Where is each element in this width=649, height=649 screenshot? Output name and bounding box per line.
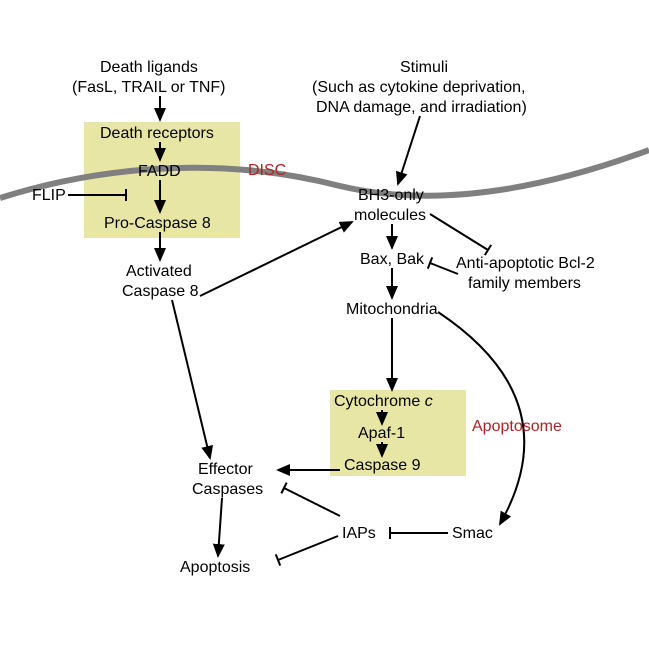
node-smac: Smac bbox=[452, 524, 493, 544]
node-bh3-2: molecules bbox=[354, 206, 426, 226]
node-iaps: IAPs bbox=[342, 524, 376, 544]
node-activated-caspase8-2: Caspase 8 bbox=[122, 282, 199, 302]
label-apoptosome: Apoptosome bbox=[472, 418, 562, 436]
node-bax-bak: Bax, Bak bbox=[360, 250, 424, 270]
node-stimuli-2: (Such as cytokine deprivation, bbox=[312, 78, 525, 98]
node-effector-1: Effector bbox=[198, 460, 253, 480]
label-disc: DISC bbox=[248, 162, 286, 180]
node-activated-caspase8-1: Activated bbox=[126, 262, 192, 282]
node-flip: FLIP bbox=[32, 186, 66, 206]
node-stimuli-3: DNA damage, and irradiation) bbox=[316, 98, 527, 118]
node-apaf1: Apaf-1 bbox=[358, 424, 405, 444]
node-bh3-1: BH3-only bbox=[358, 186, 424, 206]
node-fadd: FADD bbox=[138, 162, 181, 182]
node-apoptosis: Apoptosis bbox=[180, 558, 250, 578]
node-pro-caspase8: Pro-Caspase 8 bbox=[104, 214, 211, 234]
node-anti-bcl2-2: family members bbox=[468, 274, 581, 294]
membrane-curve bbox=[0, 150, 649, 198]
node-stimuli-1: Stimuli bbox=[400, 58, 448, 78]
node-mitochondria: Mitochondria bbox=[346, 300, 438, 320]
node-death-ligands-2: (FasL, TRAIL or TNF) bbox=[72, 78, 226, 98]
node-effector-2: Caspases bbox=[192, 480, 263, 500]
node-death-receptors: Death receptors bbox=[100, 124, 214, 144]
node-death-ligands-1: Death ligands bbox=[100, 58, 198, 78]
node-anti-bcl2-1: Anti-apoptotic Bcl-2 bbox=[456, 254, 595, 274]
diagram-canvas: Death ligands (FasL, TRAIL or TNF) Stimu… bbox=[0, 0, 649, 649]
node-caspase9: Caspase 9 bbox=[344, 456, 421, 476]
node-cytochrome-c: Cytochrome c bbox=[334, 392, 433, 412]
